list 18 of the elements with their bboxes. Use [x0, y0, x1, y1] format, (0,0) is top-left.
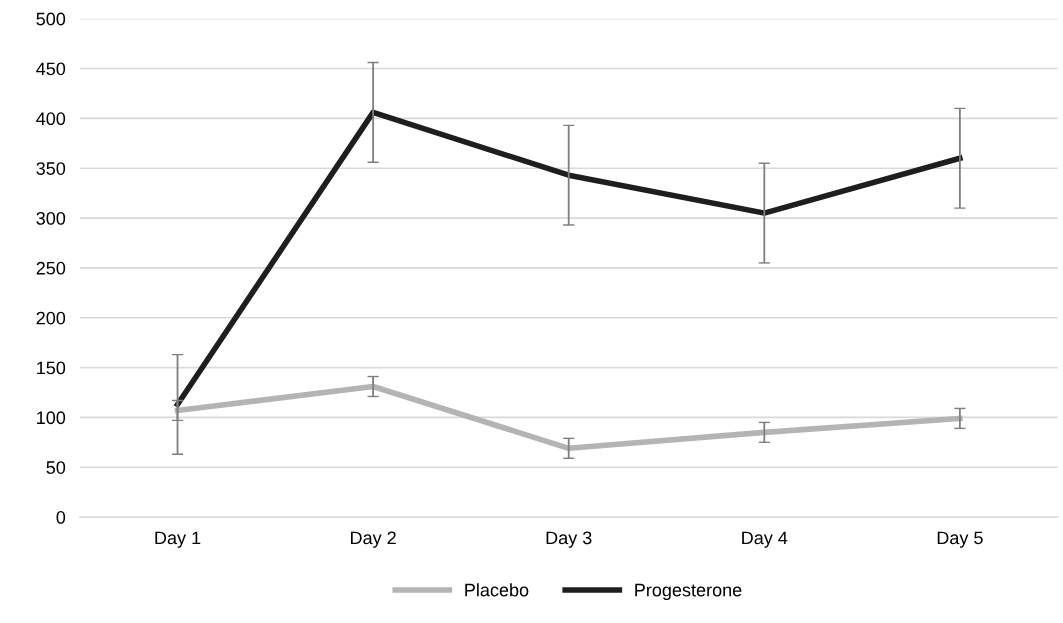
x-tick-label: Day 2: [351, 531, 396, 548]
y-tick-label: 50: [46, 461, 66, 474]
x-tick-label: Day 1: [155, 531, 201, 548]
y-tick-label: 300: [36, 211, 66, 225]
x-tick-label: Day 3: [546, 531, 592, 548]
y-tick-label: 500: [36, 12, 66, 26]
legend-label: Progesterone: [635, 583, 742, 601]
y-tick-label: 100: [37, 411, 66, 425]
legend-label: Placebo: [465, 583, 529, 597]
y-tick-label: 0: [56, 511, 66, 524]
y-tick-label: 200: [36, 311, 66, 325]
y-tick-label: 450: [36, 62, 66, 76]
x-tick-label: Day 4: [742, 531, 788, 548]
y-tick-label: 150: [37, 361, 66, 375]
x-tick-label: Day 5: [937, 531, 983, 548]
y-tick-label: 250: [36, 261, 66, 275]
y-tick-label: 350: [36, 162, 66, 175]
y-tick-label: 400: [36, 112, 66, 126]
